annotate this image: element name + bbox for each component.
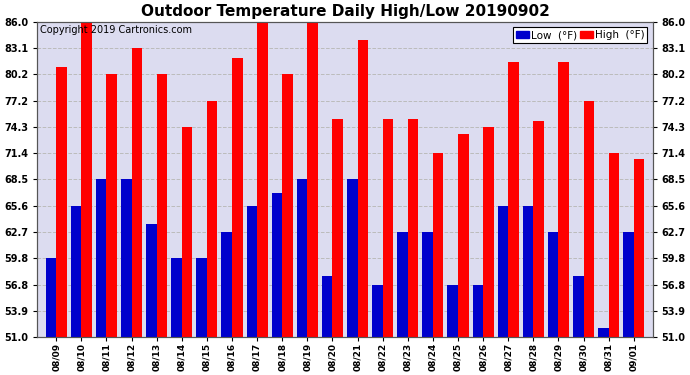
Bar: [207, 101, 217, 337]
Bar: [106, 74, 117, 337]
Bar: [297, 179, 307, 337]
Bar: [257, 22, 268, 337]
Bar: [46, 258, 56, 337]
Bar: [181, 127, 193, 337]
Bar: [533, 121, 544, 337]
Bar: [609, 153, 620, 337]
Bar: [322, 276, 333, 337]
Bar: [246, 206, 257, 337]
Bar: [232, 58, 242, 337]
Bar: [272, 193, 282, 337]
Bar: [383, 119, 393, 337]
Bar: [397, 232, 408, 337]
Bar: [282, 74, 293, 337]
Bar: [171, 258, 181, 337]
Bar: [333, 119, 343, 337]
Bar: [81, 22, 92, 337]
Bar: [497, 206, 509, 337]
Bar: [573, 276, 584, 337]
Bar: [121, 179, 132, 337]
Bar: [448, 285, 458, 337]
Bar: [307, 22, 318, 337]
Text: Copyright 2019 Cartronics.com: Copyright 2019 Cartronics.com: [41, 25, 193, 35]
Bar: [96, 179, 106, 337]
Bar: [146, 224, 157, 337]
Bar: [558, 62, 569, 337]
Bar: [548, 232, 558, 337]
Bar: [221, 232, 232, 337]
Bar: [458, 134, 469, 337]
Bar: [347, 179, 357, 337]
Bar: [584, 101, 594, 337]
Bar: [70, 206, 81, 337]
Bar: [473, 285, 483, 337]
Bar: [197, 258, 207, 337]
Bar: [483, 127, 493, 337]
Bar: [56, 67, 67, 337]
Bar: [598, 328, 609, 337]
Bar: [422, 232, 433, 337]
Bar: [132, 48, 142, 337]
Bar: [408, 119, 418, 337]
Title: Outdoor Temperature Daily High/Low 20190902: Outdoor Temperature Daily High/Low 20190…: [141, 4, 549, 19]
Bar: [623, 232, 634, 337]
Bar: [372, 285, 383, 337]
Bar: [509, 62, 519, 337]
Bar: [433, 153, 444, 337]
Bar: [523, 206, 533, 337]
Bar: [157, 74, 167, 337]
Bar: [357, 40, 368, 337]
Bar: [634, 159, 644, 337]
Legend: Low  (°F), High  (°F): Low (°F), High (°F): [513, 27, 647, 43]
